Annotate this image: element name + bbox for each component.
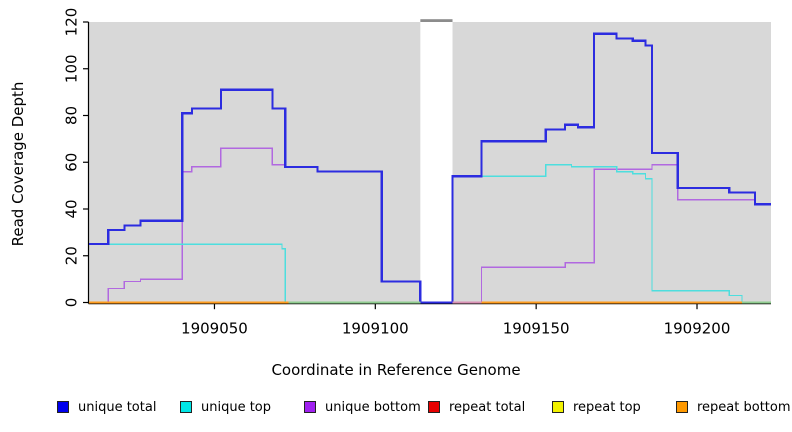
y-tick-label: 20 (62, 246, 80, 265)
legend-item-repeat-total: repeat total (428, 399, 525, 415)
legend-swatch-icon (57, 401, 69, 413)
legend-swatch-icon (428, 401, 440, 413)
legend-item-unique-total: unique total (57, 399, 156, 415)
gap-top-bar (420, 19, 453, 22)
series-line-unique-top (89, 163, 771, 304)
x-tick-label: 1909200 (664, 320, 731, 338)
legend-swatch-icon (180, 401, 192, 413)
x-tick-label: 1909050 (181, 320, 248, 338)
y-tick-label: 80 (62, 106, 80, 125)
legend: unique total unique top unique bottom repea… (0, 399, 792, 419)
no-data-gap-band (420, 22, 453, 303)
y-tick-label: 0 (62, 298, 80, 308)
legend-swatch-icon (304, 401, 316, 413)
legend-label: unique total (78, 399, 157, 415)
x-axis-title: Coordinate in Reference Genome (271, 361, 521, 379)
x-tick-label: 1909100 (342, 320, 409, 338)
legend-label: repeat top (573, 399, 641, 415)
series-line-unique-total (89, 32, 771, 304)
y-tick-label: 100 (62, 54, 80, 83)
legend-swatch-icon (676, 401, 688, 413)
x-tick-label: 1909150 (503, 320, 570, 338)
legend-label: unique bottom (325, 399, 421, 415)
legend-label: unique top (201, 399, 272, 415)
y-tick-label: 120 (62, 8, 80, 37)
legend-item-repeat-bottom: repeat bottom (676, 399, 791, 415)
y-axis-title: Read Coverage Depth (9, 81, 27, 247)
y-tick-label: 60 (62, 153, 80, 172)
legend-item-unique-top: unique top (180, 399, 271, 415)
legend-item-repeat-top: repeat top (552, 399, 641, 415)
legend-item-unique-bottom: unique bottom (304, 399, 421, 415)
legend-label: repeat bottom (697, 399, 791, 415)
legend-label: repeat total (449, 399, 526, 415)
legend-swatch-icon (552, 401, 564, 413)
y-tick-label: 40 (62, 199, 80, 218)
